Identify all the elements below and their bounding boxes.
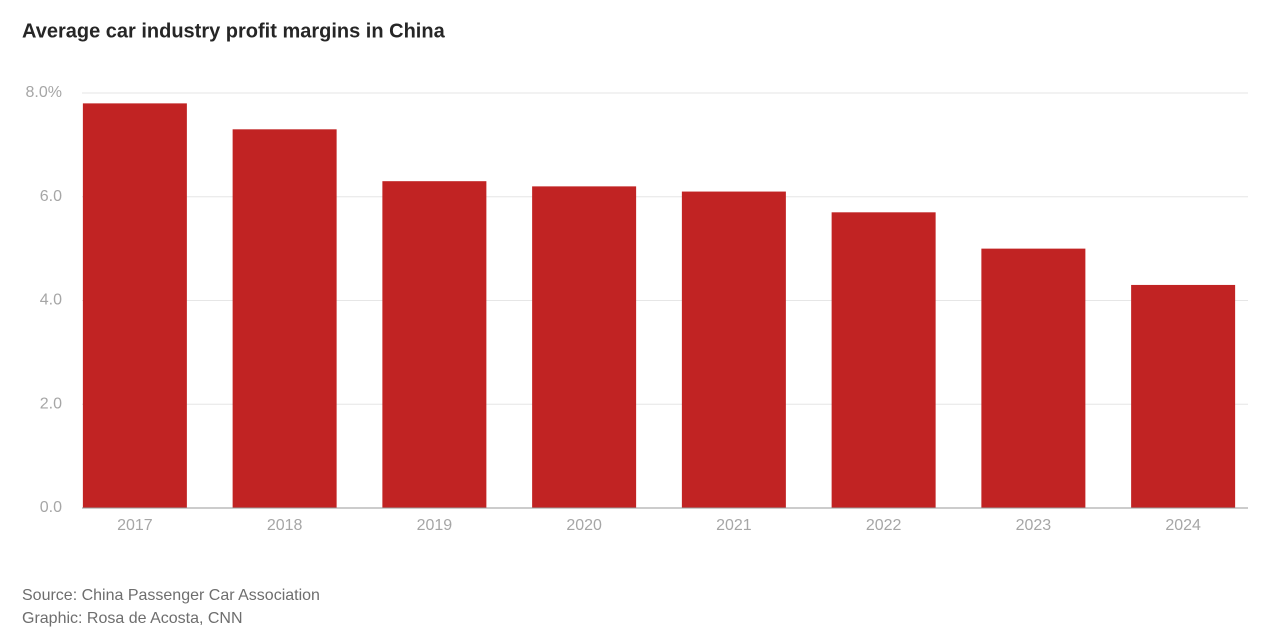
x-tick-label: 2022	[866, 517, 902, 534]
x-tick-label: 2017	[117, 517, 153, 534]
bar	[1131, 284, 1236, 508]
x-tick-label: 2019	[417, 517, 453, 534]
credit-note: Graphic: Rosa de Acosta, CNN	[22, 610, 243, 627]
x-tick-label: 2023	[1016, 517, 1052, 534]
bar	[82, 103, 187, 508]
y-tick-label: 6.0	[40, 188, 62, 205]
source-note: Source: China Passenger Car Association	[22, 587, 320, 604]
chart-title: Average car industry profit margins in C…	[22, 20, 446, 42]
y-tick-label: 8.0%	[26, 84, 62, 101]
bar	[981, 248, 1086, 508]
bar	[382, 181, 487, 508]
x-tick-label: 2021	[716, 517, 752, 534]
y-tick-label: 4.0	[40, 292, 62, 309]
bar	[532, 186, 637, 508]
bar	[681, 191, 786, 508]
x-tick-label: 2024	[1165, 517, 1201, 534]
y-tick-label: 2.0	[40, 395, 62, 412]
bar	[232, 129, 337, 508]
x-tick-label: 2020	[566, 517, 602, 534]
y-tick-label: 0.0	[40, 499, 62, 516]
bar	[831, 212, 936, 508]
x-tick-label: 2018	[267, 517, 303, 534]
